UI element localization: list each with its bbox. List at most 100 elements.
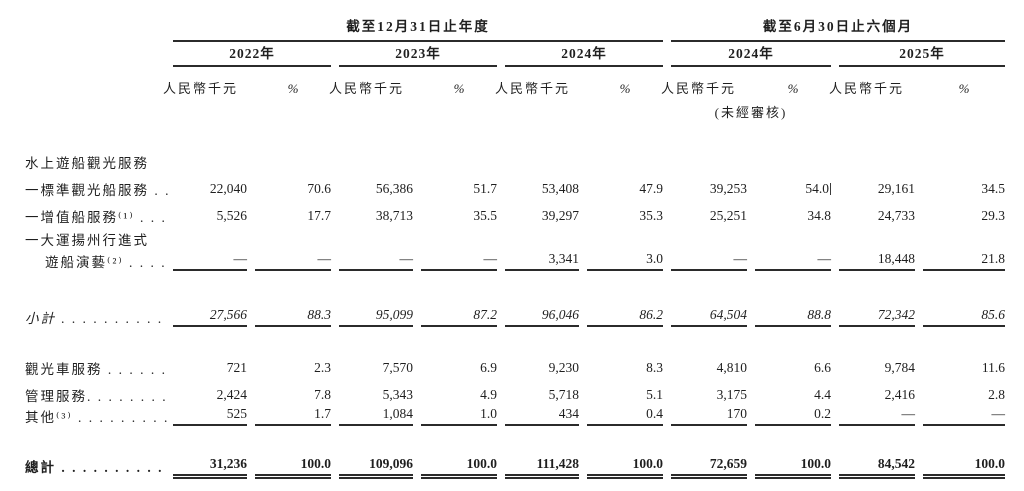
table-row: 一大運揚州行進式: [0, 226, 1024, 249]
cell-value: 100.0: [923, 456, 1005, 479]
cell-value: 72,342: [839, 307, 915, 327]
unit-header-row: 人民幣千元 % 人民幣千元 % 人民幣千元 % 人民幣千元 % 人民幣千元 %: [0, 67, 1024, 99]
year-header-row: 2022年 2023年 2024年 2024年 2025年: [0, 42, 1024, 67]
cell-value: 35.5: [473, 208, 497, 223]
cell-value: 100.0: [587, 456, 663, 479]
cell-value: —: [255, 251, 331, 271]
cell-value: —: [671, 251, 747, 271]
cell-value: 100.0: [255, 456, 331, 479]
cell-value: 1,084: [339, 406, 413, 426]
table-row: 遊船演藝⁽²⁾ . . . . — — — — 3,341 3.0 — — 18,448 21.8: [0, 249, 1024, 271]
cell-value: 3,175: [716, 387, 747, 402]
cell-value: 85.6: [923, 307, 1005, 327]
cell-value: 9,784: [884, 360, 915, 375]
cell-value: 0.2: [755, 406, 831, 426]
row-label: 觀光車服務 . . . . . .: [25, 362, 167, 377]
unit-header-rmb: 人民幣千元: [829, 81, 905, 96]
cell-value: 7.8: [314, 387, 331, 402]
cell-value: 6.9: [480, 360, 497, 375]
row-label: 一大運揚州行進式: [25, 233, 149, 248]
cell-value: 51.7: [473, 181, 497, 196]
table-row: 管理服務. . . . . . . . 2,424 7.8 5,343 4.9 5,718…: [0, 378, 1024, 405]
cell-value: 434: [505, 406, 579, 426]
table-body: 水上遊船觀光服務 一標準觀光船服務 . . 22,040 70.6 56,386 51.7…: [0, 145, 1024, 479]
table-row: 一增值船服務⁽¹⁾ . . . 5,526 17.7 38,713 35.5 39,297…: [0, 199, 1024, 226]
year-header-2022: 2022年: [173, 42, 331, 67]
period-header-row: 截至12月31日止年度 截至6月30日止六個月: [0, 0, 1024, 42]
cell-value: 88.3: [255, 307, 331, 327]
period-header-interim: 截至6月30日止六個月: [671, 15, 1005, 42]
cell-value: 5,343: [382, 387, 413, 402]
cell-value: —: [173, 251, 247, 271]
cell-value: 2,416: [884, 387, 915, 402]
cell-value: —: [421, 251, 497, 271]
year-header-2025-interim: 2025年: [839, 42, 1005, 67]
cell-value: 27,566: [173, 307, 247, 327]
unaudited-note-row: (未經審核): [0, 99, 1024, 121]
cell-value: 53,408: [541, 181, 579, 196]
cell-value: 11.6: [981, 360, 1005, 375]
cell-value: 56,386: [375, 181, 413, 196]
cell-value: 9,230: [548, 360, 579, 375]
year-header-2024: 2024年: [505, 42, 663, 67]
cell-value: 31,236: [173, 456, 247, 479]
unit-header-rmb: 人民幣千元: [661, 81, 737, 96]
cell-value: 35.3: [639, 208, 663, 223]
cell-value: 25,251: [709, 208, 747, 223]
cell-value: 72,659: [671, 456, 747, 479]
unit-header-percent: %: [287, 81, 299, 96]
cell-value: 100.0: [755, 456, 831, 479]
cell-value: 7,570: [382, 360, 413, 375]
cell-value: 84,542: [839, 456, 915, 479]
cell-value: 721: [226, 360, 247, 375]
cell-value: 5,526: [216, 208, 247, 223]
cell-value: 5,718: [548, 387, 579, 402]
cell-value: 21.8: [923, 251, 1005, 271]
cell-value: 88.8: [755, 307, 831, 327]
unit-header-percent: %: [453, 81, 465, 96]
unit-header-percent: %: [958, 81, 970, 96]
cell-value: 47.9: [639, 181, 663, 196]
cell-value: —: [755, 251, 831, 271]
cell-value: 54.0: [755, 181, 831, 199]
cell-value: 34.8: [807, 208, 831, 223]
cell-value: 5.1: [646, 387, 663, 402]
cell-value: 39,253: [709, 181, 747, 196]
row-label: 一增值船服務⁽¹⁾ . . .: [25, 210, 167, 225]
cell-value: 24,733: [877, 208, 915, 223]
cell-value: 22,040: [209, 181, 247, 196]
cell-value: 1.7: [255, 406, 331, 426]
cell-value: 2,424: [216, 387, 247, 402]
table-row: 一標準觀光船服務 . . 22,040 70.6 56,386 51.7 53,408 47…: [0, 172, 1024, 199]
cell-value: 29,161: [877, 181, 915, 196]
cell-value: 39,297: [541, 208, 579, 223]
year-header-2023: 2023年: [339, 42, 497, 67]
cell-value: 87.2: [421, 307, 497, 327]
cell-value: 38,713: [375, 208, 413, 223]
cell-value: 3.0: [587, 251, 663, 271]
cell-value: —: [839, 406, 915, 426]
cell-value: 3,341: [505, 251, 579, 271]
unit-header-rmb: 人民幣千元: [495, 81, 571, 96]
cell-value: 86.2: [587, 307, 663, 327]
row-label: 水上遊船觀光服務: [25, 156, 149, 171]
cell-value: 34.5: [981, 181, 1005, 196]
cell-value: —: [339, 251, 413, 271]
table-row: 其他⁽³⁾ . . . . . . . . . 525 1.7 1,084 1.0 434…: [0, 405, 1024, 426]
cell-value: 111,428: [505, 456, 579, 479]
cell-value: 8.3: [646, 360, 663, 375]
cell-value: 95,099: [339, 307, 413, 327]
table-row: 觀光車服務 . . . . . . 721 2.3 7,570 6.9 9,230 8.3 4…: [0, 351, 1024, 378]
cell-value: 2.8: [988, 387, 1005, 402]
unit-header-rmb: 人民幣千元: [163, 81, 239, 96]
table-row: 水上遊船觀光服務: [0, 145, 1024, 172]
row-label: 管理服務. . . . . . . .: [25, 389, 168, 404]
cell-value: —: [923, 406, 1005, 426]
unit-header-rmb: 人民幣千元: [329, 81, 405, 96]
unaudited-note: (未經審核): [714, 105, 788, 120]
cell-value: 0.4: [587, 406, 663, 426]
table-row: 小計 . . . . . . . . . . 27,566 88.3 95,099 87…: [0, 301, 1024, 327]
cell-value: 1.0: [421, 406, 497, 426]
row-label: 其他⁽³⁾ . . . . . . . . .: [25, 410, 170, 425]
